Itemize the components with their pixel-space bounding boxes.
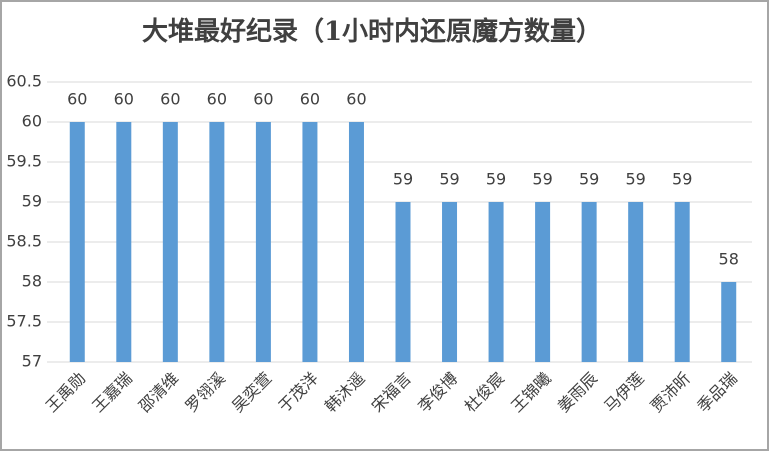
data-label: 59 (393, 170, 413, 189)
chart-title: 大堆最好纪录（1小时内还原魔方数量） (142, 16, 602, 47)
data-label: 59 (532, 170, 552, 189)
y-tick-label: 60.5 (6, 72, 42, 91)
bar (348, 122, 364, 362)
y-tick-label: 57 (22, 352, 42, 371)
y-tick-label: 60 (22, 112, 42, 131)
data-label: 60 (207, 90, 227, 109)
bar (209, 122, 225, 362)
bar (255, 122, 271, 362)
bar (721, 282, 737, 362)
bar (162, 122, 178, 362)
y-tick-label: 59 (22, 192, 42, 211)
bar (674, 202, 690, 362)
data-label: 60 (253, 90, 273, 109)
data-label: 59 (625, 170, 645, 189)
bar (395, 202, 411, 362)
data-label: 60 (346, 90, 366, 109)
data-label: 59 (672, 170, 692, 189)
bar (302, 122, 318, 362)
data-label: 58 (719, 250, 739, 269)
y-tick-label: 58 (22, 272, 42, 291)
y-tick-label: 58.5 (6, 232, 42, 251)
bar (69, 122, 85, 362)
bar (116, 122, 132, 362)
data-label: 60 (300, 90, 320, 109)
bar (628, 202, 644, 362)
bar (442, 202, 458, 362)
data-label: 60 (160, 90, 180, 109)
data-label: 60 (114, 90, 134, 109)
data-label: 59 (486, 170, 506, 189)
data-label: 60 (67, 90, 87, 109)
data-label: 59 (439, 170, 459, 189)
bar (488, 202, 504, 362)
data-label: 59 (579, 170, 599, 189)
bar (535, 202, 551, 362)
bar (581, 202, 597, 362)
y-tick-label: 59.5 (6, 152, 42, 171)
y-tick-label: 57.5 (6, 312, 42, 331)
